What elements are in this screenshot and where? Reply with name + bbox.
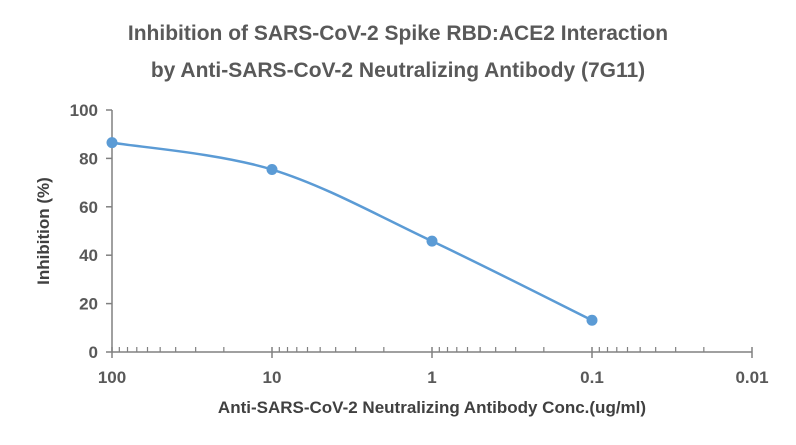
data-point <box>106 137 118 149</box>
data-point <box>586 314 598 326</box>
series-line <box>111 141 593 322</box>
y-tick-labels: 0 20 40 60 80 100 <box>70 101 98 362</box>
data-points <box>106 137 598 326</box>
y-tick-label: 80 <box>79 149 98 168</box>
y-tick-label: 0 <box>89 343 98 362</box>
x-tick-label: 10 <box>263 368 282 387</box>
y-tick-label: 60 <box>79 198 98 217</box>
x-tick-label: 0.01 <box>735 368 768 387</box>
y-tick-label: 20 <box>79 295 98 314</box>
y-axis-label: Inhibition (%) <box>34 177 53 285</box>
y-tick-label: 100 <box>70 101 98 120</box>
chart-title-line-1: Inhibition of SARS-CoV-2 Spike RBD:ACE2 … <box>128 22 668 45</box>
chart-title-line-2: by Anti-SARS-CoV-2 Neutralizing Antibody… <box>151 59 645 82</box>
x-tick-labels: 100 10 1 0.1 0.01 <box>98 368 769 387</box>
x-tick-label: 100 <box>98 368 126 387</box>
x-tick-label: 0.1 <box>580 368 604 387</box>
x-axis-label: Anti-SARS-CoV-2 Neutralizing Antibody Co… <box>218 398 646 417</box>
data-point <box>266 164 278 176</box>
x-tick-label: 1 <box>427 368 436 387</box>
y-tick-label: 40 <box>79 246 98 265</box>
axes <box>106 109 753 358</box>
data-point <box>426 235 438 247</box>
